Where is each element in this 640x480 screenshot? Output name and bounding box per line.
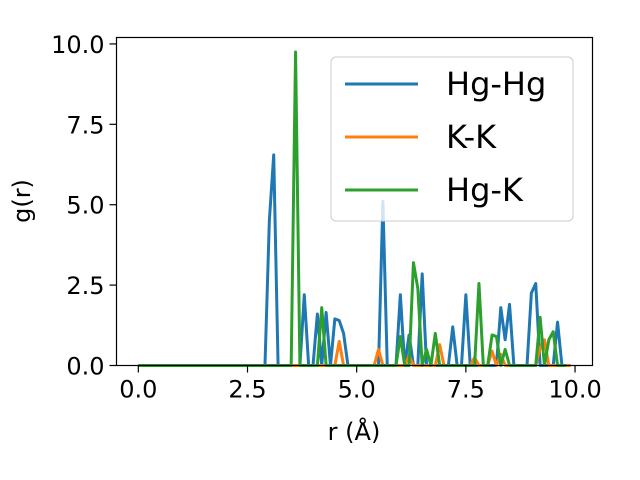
legend-label-hg-hg: Hg-Hg xyxy=(446,65,546,103)
x-tick-label: 10.0 xyxy=(548,376,601,404)
plot-frame xyxy=(115,36,594,367)
x-tick-label: 7.5 xyxy=(447,376,485,404)
y-tick-label: 0.0 xyxy=(66,353,104,381)
x-tick-label: 5.0 xyxy=(338,376,376,404)
legend: Hg-Hg K-K Hg-K xyxy=(330,56,574,222)
x-tick-label: 2.5 xyxy=(228,376,266,404)
y-axis-label: g(r) xyxy=(8,179,36,223)
y-tick-label: 5.0 xyxy=(66,192,104,220)
legend-frame xyxy=(330,56,574,222)
y-tick-label: 10.0 xyxy=(51,31,104,59)
legend-items: Hg-Hg K-K Hg-K xyxy=(345,65,546,209)
x-axis-ticks: 0.0 2.5 5.0 7.5 10.0 xyxy=(119,365,602,404)
legend-label-hg-k: Hg-K xyxy=(446,171,524,209)
y-axis-ticks: 0.0 2.5 5.0 7.5 10.0 xyxy=(51,31,117,381)
x-tick-label: 0.0 xyxy=(119,376,157,404)
legend-label-k-k: K-K xyxy=(446,118,497,156)
y-tick-label: 7.5 xyxy=(66,111,104,139)
y-tick-label: 2.5 xyxy=(66,272,104,300)
x-axis-label: r (Å) xyxy=(328,417,381,446)
